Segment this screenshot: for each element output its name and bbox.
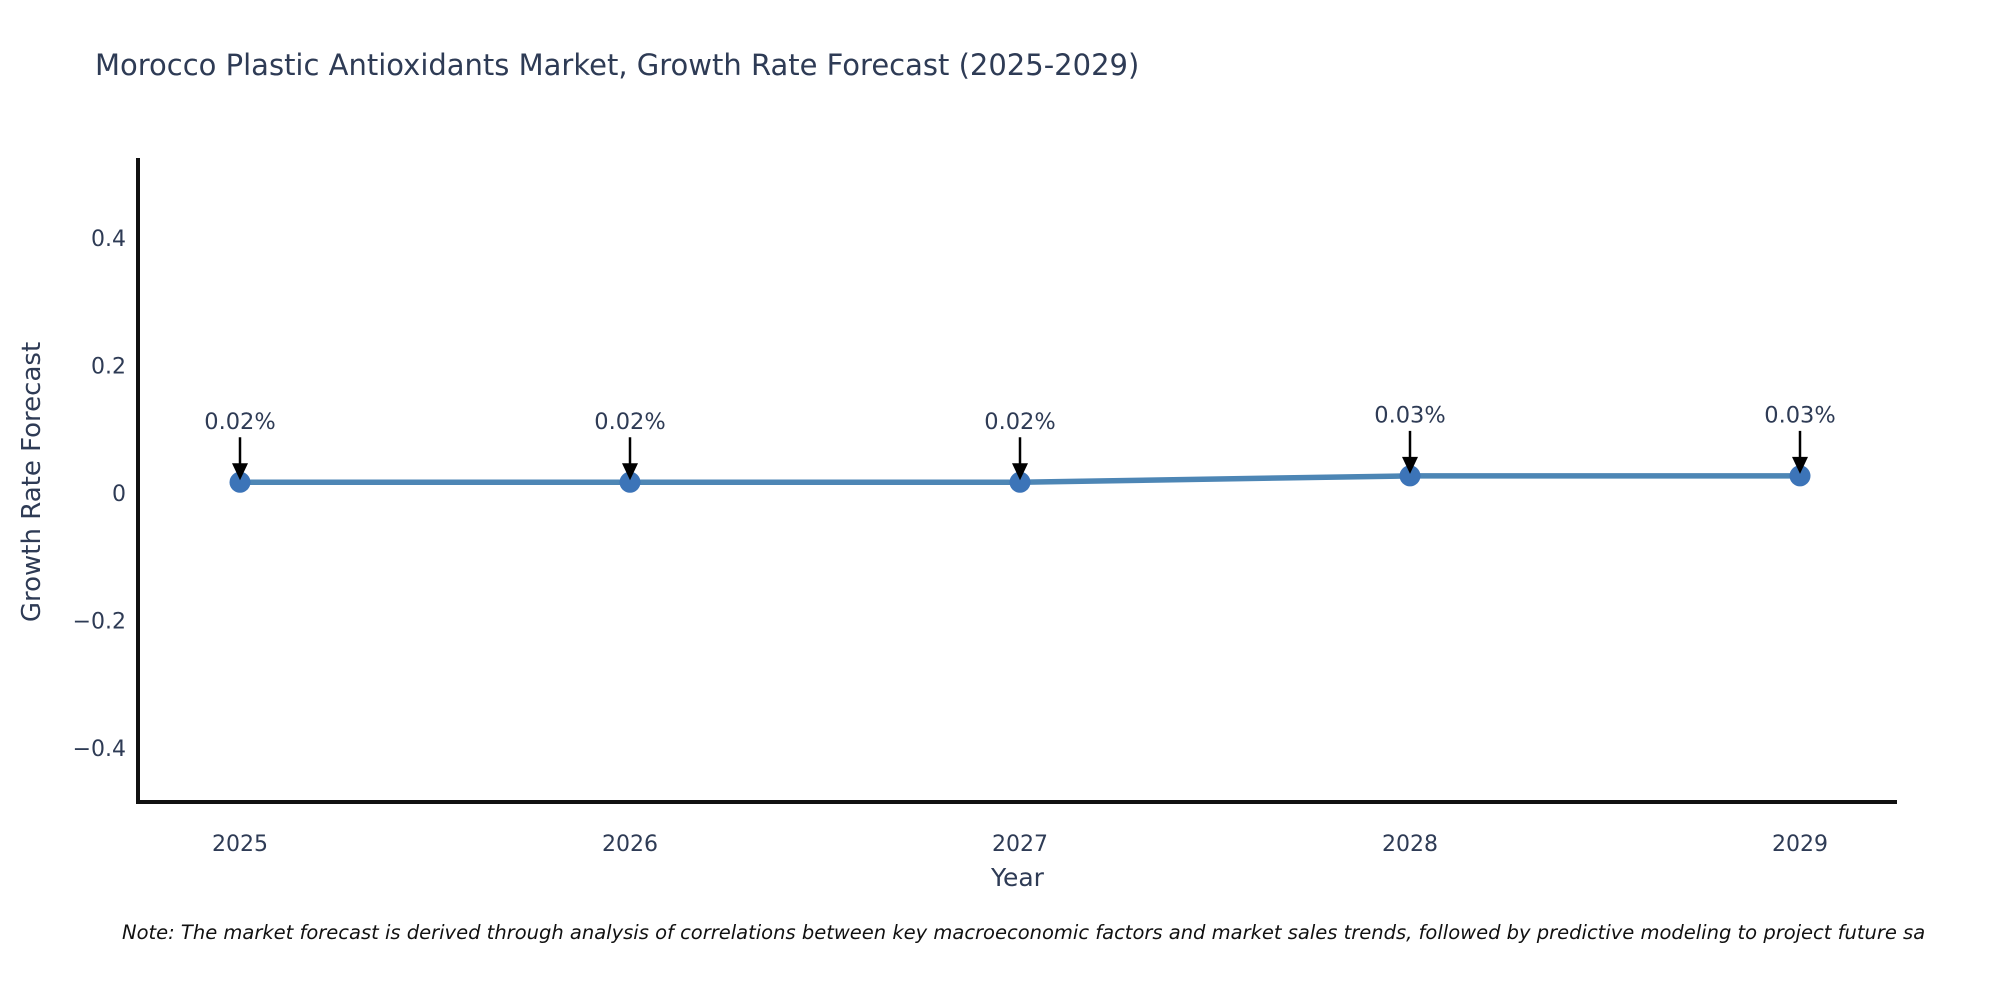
data-point-marker (1399, 465, 1421, 487)
x-axis-title: Year (991, 863, 1044, 892)
data-point-marker (619, 471, 641, 493)
y-tick-label: −0.2 (73, 610, 126, 635)
footnote: Note: The market forecast is derived thr… (122, 921, 1926, 944)
data-point-label: 0.03% (1764, 402, 1835, 428)
data-point-label: 0.02% (204, 409, 275, 435)
data-point-marker (1789, 465, 1811, 487)
y-tick-label: −0.4 (73, 737, 126, 762)
annotation-arrowhead (232, 463, 248, 481)
data-point-label: 0.02% (594, 409, 665, 435)
annotation-arrowhead (1792, 456, 1808, 474)
x-tick-label: 2025 (212, 832, 268, 857)
y-tick-label: 0 (112, 482, 126, 507)
annotation-arrowhead (1402, 456, 1418, 474)
chart-title: Morocco Plastic Antioxidants Market, Gro… (95, 48, 1140, 82)
annotation-arrowhead (1012, 463, 1028, 481)
x-tick-label: 2026 (602, 832, 658, 857)
data-point-marker (1009, 471, 1031, 493)
x-tick-label: 2027 (992, 832, 1048, 857)
annotation-arrowhead (622, 463, 638, 481)
data-point-marker (229, 471, 251, 493)
y-tick-label: 0.4 (91, 227, 126, 252)
data-point-label: 0.02% (984, 409, 1055, 435)
data-point-label: 0.03% (1374, 402, 1445, 428)
y-tick-label: 0.2 (91, 355, 126, 380)
x-tick-label: 2029 (1772, 832, 1828, 857)
x-tick-label: 2028 (1382, 832, 1438, 857)
